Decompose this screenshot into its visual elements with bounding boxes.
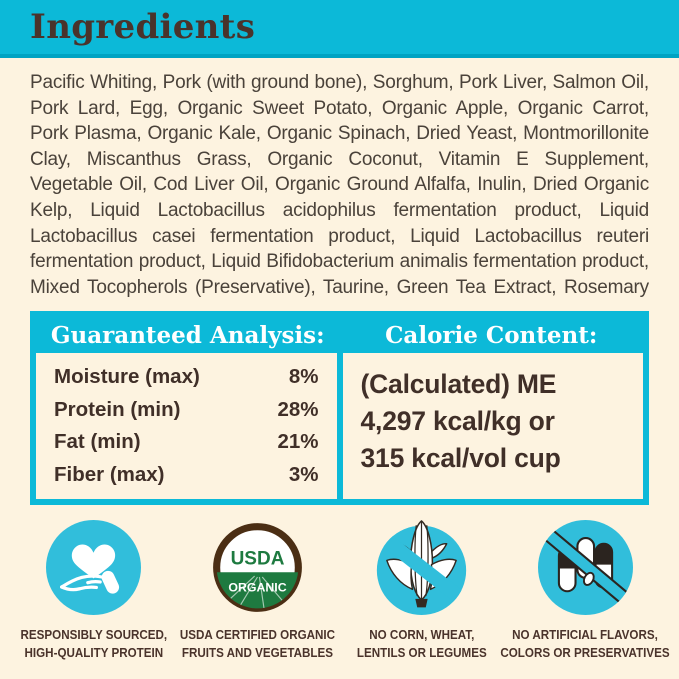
row-label: Fiber (max) bbox=[54, 462, 165, 486]
analysis-calorie-panel: Guaranteed Analysis: Calorie Content: Mo… bbox=[30, 311, 649, 505]
badge-caption: RESPONSIBLY SOURCED, HIGH-QUALITY PROTEI… bbox=[21, 627, 168, 662]
row-label: Fat (min) bbox=[54, 430, 141, 454]
caption-line: FRUITS AND VEGETABLES bbox=[182, 645, 334, 660]
table-row: Protein (min) 28% bbox=[54, 398, 319, 422]
badge-caption: NO CORN, WHEAT, LENTILS OR LEGUMES bbox=[356, 627, 486, 662]
badge-caption: USDA CERTIFIED ORGANIC FRUITS AND VEGETA… bbox=[180, 627, 335, 662]
row-value: 21% bbox=[277, 430, 319, 454]
badge-protein: RESPONSIBLY SOURCED, HIGH-QUALITY PROTEI… bbox=[12, 520, 176, 662]
table-row: Fat (min) 21% bbox=[54, 430, 319, 454]
row-label: Moisture (max) bbox=[54, 365, 200, 389]
usda-seal-bottom-text: ORGANIC bbox=[228, 580, 286, 594]
no-corn-icon bbox=[376, 520, 467, 615]
usda-seal-top-text: USDA bbox=[231, 549, 285, 570]
caption-line: NO ARTIFICIAL FLAVORS, bbox=[512, 628, 658, 642]
row-value: 28% bbox=[277, 397, 319, 421]
row-label: Protein (min) bbox=[54, 397, 181, 421]
calorie-line: (Calculated) ME bbox=[360, 369, 557, 399]
calorie-line: 315 kcal/vol cup bbox=[360, 443, 561, 473]
panel-title-row: Guaranteed Analysis: Calorie Content: bbox=[36, 317, 643, 353]
caption-line: COLORS OR PRESERVATIVES bbox=[500, 645, 670, 660]
caption-line: RESPONSIBLY SOURCED, bbox=[20, 628, 168, 642]
table-row: Moisture (max) 8% bbox=[54, 365, 319, 389]
row-value: 3% bbox=[288, 462, 319, 486]
calorie-content-text: (Calculated) ME 4,297 kcal/kg or 315 kca… bbox=[343, 353, 644, 477]
usda-organic-seal: USDA ORGANIC bbox=[213, 523, 303, 612]
guaranteed-analysis-box: Moisture (max) 8% Protein (min) 28% Fat … bbox=[36, 353, 337, 499]
caption-line: USDA CERTIFIED ORGANIC bbox=[180, 628, 336, 642]
badge-caption: NO ARTIFICIAL FLAVORS, COLORS OR PRESERV… bbox=[501, 627, 670, 662]
table-row: Fiber (max) 3% bbox=[54, 463, 319, 487]
calorie-content-title: Calorie Content: bbox=[385, 321, 598, 349]
guaranteed-analysis-table: Moisture (max) 8% Protein (min) 28% Fat … bbox=[36, 353, 337, 499]
caption-line: HIGH-QUALITY PROTEIN bbox=[24, 645, 164, 660]
panel-boxes: Moisture (max) 8% Protein (min) 28% Fat … bbox=[36, 353, 643, 499]
row-value: 8% bbox=[288, 365, 319, 389]
ingredients-header-bar: Ingredients bbox=[0, 0, 679, 58]
caption-line: LENTILS OR LEGUMES bbox=[356, 645, 487, 660]
caption-line: NO CORN, WHEAT, bbox=[368, 628, 474, 642]
badge-usda-organic: USDA ORGANIC USDA CERTIFIED ORGANIC FRUI… bbox=[176, 520, 340, 662]
badge-no-corn: NO CORN, WHEAT, LENTILS OR LEGUMES bbox=[340, 520, 504, 662]
heart-in-hand-icon bbox=[46, 520, 142, 615]
calorie-line: 4,297 kcal/kg or bbox=[360, 406, 555, 436]
badge-row: RESPONSIBLY SOURCED, HIGH-QUALITY PROTEI… bbox=[12, 520, 670, 662]
badge-no-artificial: NO ARTIFICIAL FLAVORS, COLORS OR PRESERV… bbox=[501, 520, 670, 662]
no-pills-icon bbox=[537, 520, 633, 615]
guaranteed-analysis-title: Guaranteed Analysis: bbox=[50, 321, 325, 349]
page-title: Ingredients bbox=[30, 7, 256, 47]
ingredients-list-text: Pacific Whiting, Pork (with ground bone)… bbox=[30, 72, 649, 298]
calorie-content-box: (Calculated) ME 4,297 kcal/kg or 315 kca… bbox=[342, 353, 644, 499]
